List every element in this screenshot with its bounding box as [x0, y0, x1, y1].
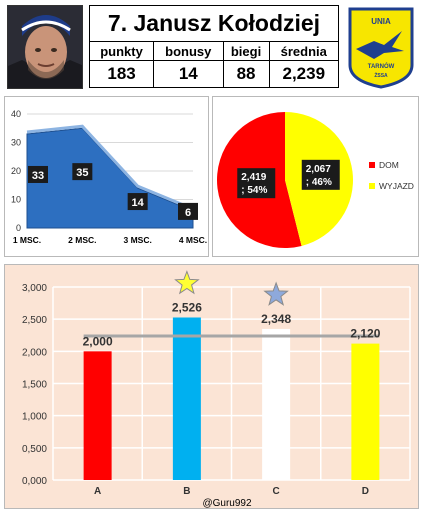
pie-data-label: 2,067 ; 46%: [301, 159, 340, 190]
pie-data-label-value: 2,067: [306, 164, 331, 175]
positions-area-chart-panel: 0 10 20 30 40 1 MSC. 2 MSC. 3 MSC. 4 MSC. 33 35 1…: [4, 96, 209, 257]
pie-data-label-percent: ; 54%: [241, 185, 267, 196]
bar-value-label: 2,120: [350, 327, 380, 341]
area-data-label-text: 33: [32, 170, 44, 182]
area-x-ticks: 1 MSC. 2 MSC. 3 MSC. 4 MSC.: [13, 235, 207, 245]
bar-value-label: 2,348: [261, 312, 291, 326]
bar-value-labels: 2,000 2,526 2,348 2,120: [83, 300, 381, 348]
area-series: [26, 127, 194, 229]
area-data-label: 35: [72, 163, 93, 181]
area-data-label-text: 6: [185, 207, 191, 219]
area-marks: [26, 124, 194, 229]
bar: [351, 343, 380, 480]
rider-photo: [7, 5, 83, 89]
watermark: @Guru992: [202, 498, 252, 509]
bar-y-tick-label: 3,000: [22, 283, 47, 294]
stat-value-bonuses: 14: [153, 60, 224, 88]
pie-data-label-percent: ; 46%: [306, 177, 332, 188]
area-top-edge: [26, 124, 194, 211]
area-x-tick-label: 1 MSC.: [13, 235, 41, 245]
area-x-tick-label: 4 MSC.: [179, 235, 207, 245]
star-icon: [263, 281, 289, 306]
pie-legend-swatch: [369, 162, 375, 168]
page-title: 7. Janusz Kołodziej: [89, 5, 339, 41]
bar-y-tick-label: 2,500: [22, 315, 47, 326]
pie-data-labels: 2,419 ; 54% 2,067 ; 46%: [237, 159, 340, 199]
area-data-label: 6: [178, 202, 198, 220]
area-y-tick-label: 10: [11, 195, 21, 205]
stat-label-bonuses: bonusy: [153, 41, 224, 61]
pie-data-label-bg: [301, 159, 340, 190]
area-y-ticks: 0 10 20 30 40: [11, 109, 21, 233]
bar-x-tick-label: C: [273, 486, 280, 497]
bar-x-tick-label: D: [362, 486, 369, 497]
bar-value-label: 2,000: [83, 334, 113, 348]
pie-legend: DOM WYJAZD: [369, 160, 414, 191]
bar: [262, 328, 291, 480]
area-x-tick-label: 2 MSC.: [68, 235, 96, 245]
area-data-label: 33: [28, 165, 48, 183]
bar-y-tick-label: 2,000: [22, 347, 47, 358]
area-y-tick-label: 20: [11, 166, 21, 176]
stats-table: punkty bonusy biegi średnia 183 14 88 2,…: [88, 41, 340, 88]
club-logo: UNIA TARNÓW ŻSSA: [344, 5, 418, 89]
bar-x-ticks: A B C D: [94, 486, 369, 497]
pie-data-label-value: 2,419: [241, 172, 266, 183]
bar-y-tick-label: 1,500: [22, 380, 47, 391]
home-away-pie-chart-panel: 2,419 ; 54% 2,067 ; 46% DOM WYJAZD: [212, 96, 419, 257]
logo-top-text: UNIA: [371, 17, 391, 26]
logo-side-text: ŻSSA: [374, 72, 388, 79]
bar-y-tick-label: 0,000: [22, 476, 47, 487]
bar-y-tick-label: 0,500: [22, 444, 47, 455]
area-data-labels: 33 35 14 6: [28, 163, 198, 220]
area-data-label: 14: [127, 193, 148, 211]
area-x-tick-label: 3 MSC.: [123, 235, 151, 245]
area-data-label-bg: [72, 163, 93, 181]
pie-legend-label: DOM: [379, 160, 399, 170]
bar: [172, 317, 201, 480]
area-y-tick-label: 30: [11, 138, 21, 148]
area-data-label-text: 14: [132, 197, 145, 209]
area-y-tick-label: 0: [16, 223, 21, 233]
bar: [83, 351, 112, 480]
average-bar-chart: 0,000 0,500 1,000 1,500 2,000 2,500 3,000 2,00…: [22, 270, 411, 509]
area-data-label-bg: [28, 165, 48, 183]
area-data-label-text: 35: [76, 167, 88, 179]
bar-y-ticks: 0,000 0,500 1,000 1,500 2,000 2,500 3,000: [22, 283, 47, 487]
stat-value-heats: 88: [222, 60, 270, 88]
stat-label-points: punkty: [88, 41, 155, 61]
stat-label-average: średnia: [268, 41, 340, 61]
area-data-label-bg: [127, 193, 148, 211]
area-data-label-bg: [178, 202, 198, 220]
bar-stars: [174, 270, 289, 306]
stat-value-average: 2,239: [268, 60, 340, 88]
area-y-tick-label: 40: [11, 109, 21, 119]
positions-area-chart: 0 10 20 30 40 1 MSC. 2 MSC. 3 MSC. 4 MSC. 33 35 1…: [11, 109, 207, 245]
pie-data-label-bg: [237, 168, 276, 199]
star-icon: [174, 270, 200, 295]
stat-value-points: 183: [88, 60, 155, 88]
pie-legend-label: WYJAZD: [379, 181, 414, 191]
pie-legend-swatch: [369, 183, 375, 189]
bar-value-label: 2,526: [172, 300, 202, 314]
bar-x-tick-label: A: [94, 486, 101, 497]
bar-x-tick-label: B: [183, 486, 190, 497]
pie-data-label: 2,419 ; 54%: [237, 168, 276, 199]
stat-label-heats: biegi: [222, 41, 270, 61]
home-away-pie-chart: 2,419 ; 54% 2,067 ; 46% DOM WYJAZD: [217, 112, 414, 248]
bar-marks: [83, 317, 380, 480]
bar-grid: [52, 286, 411, 481]
bar-y-tick-label: 1,000: [22, 412, 47, 423]
average-bar-chart-panel: 0,000 0,500 1,000 1,500 2,000 2,500 3,000 2,00…: [4, 264, 419, 509]
logo-bottom-text: TARNÓW: [368, 62, 395, 70]
